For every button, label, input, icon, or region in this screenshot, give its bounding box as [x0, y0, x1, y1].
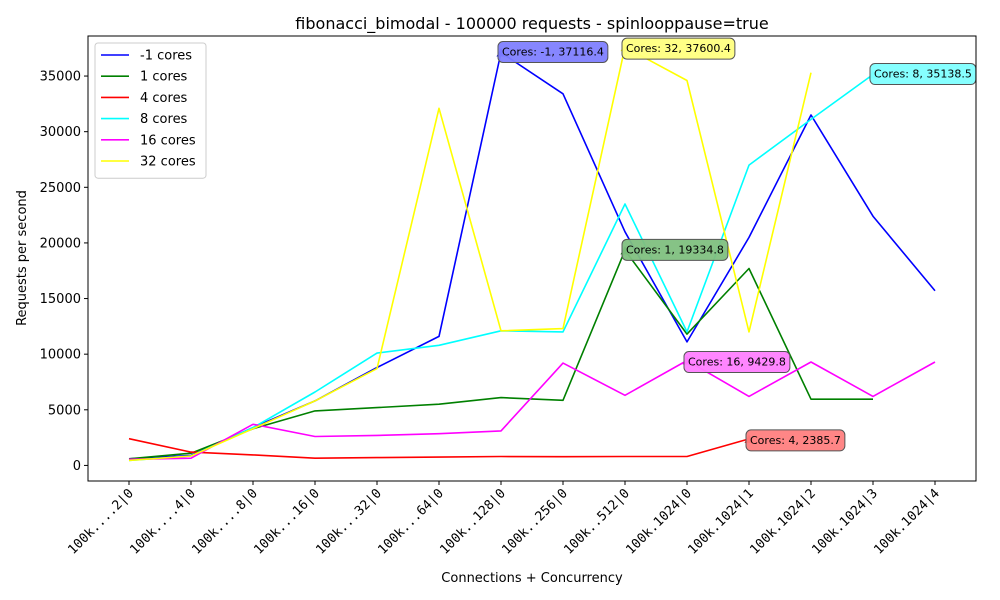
- plot-area: [88, 36, 976, 481]
- annotation-label: Cores: 16, 9429.8: [683, 351, 791, 374]
- y-tick-label: 30000: [40, 125, 81, 140]
- legend-label: 16 cores: [140, 133, 196, 148]
- legend-label: 1 cores: [140, 70, 188, 85]
- annotation-label: Cores: 32, 37600.4: [621, 37, 736, 60]
- chart-title: fibonacci_bimodal - 100000 requests - sp…: [295, 14, 768, 34]
- annotation-label: Cores: -1, 37116.4: [497, 41, 609, 64]
- legend-label: 8 cores: [140, 112, 188, 127]
- annotation-label: Cores: 8, 35138.5: [869, 63, 977, 86]
- annotation-box: [683, 351, 791, 374]
- y-axis-label: Requests per second: [15, 190, 30, 326]
- y-tick-label: 20000: [40, 236, 81, 251]
- annotation-box: [745, 429, 846, 452]
- annotation-text: Cores: 8, 35138.5: [874, 68, 972, 81]
- annotation-label: Cores: 1, 19334.8: [621, 238, 729, 261]
- annotation-label: Cores: 4, 2385.7: [745, 429, 846, 452]
- y-tick-label: 25000: [40, 181, 81, 196]
- y-tick-label: 35000: [40, 70, 81, 85]
- annotation-text: Cores: 32, 37600.4: [626, 42, 731, 55]
- series-line: [128, 359, 936, 461]
- x-axis: 100k....2|0100k....4|0100k....8|0100k...…: [65, 481, 943, 558]
- legend-label: 4 cores: [140, 91, 188, 106]
- annotation-text: Cores: 4, 2385.7: [750, 434, 841, 447]
- annotation-text: Cores: 16, 9429.8: [688, 356, 786, 369]
- y-axis: 0 5000 10000 15000 20000 25000 30000 35000: [40, 70, 88, 474]
- annotation-box: [497, 41, 609, 64]
- y-tick-label: 10000: [40, 348, 81, 363]
- x-axis-label: Connections + Concurrency: [441, 571, 623, 586]
- y-tick-label: 0: [73, 459, 81, 474]
- series-lines: [128, 46, 936, 462]
- annotation-box: [621, 238, 729, 261]
- annotation-text: Cores: -1, 37116.4: [502, 46, 604, 59]
- annotation-text: Cores: 1, 19334.8: [626, 243, 724, 256]
- series-line: [128, 46, 812, 462]
- series-line: [128, 437, 750, 459]
- annotation-box: [621, 37, 736, 60]
- legend: -1 cores 1 cores 4 cores 8 cores 16 cores 32 …: [94, 42, 207, 179]
- y-tick-label: 5000: [48, 403, 81, 418]
- y-tick-label: 15000: [40, 292, 81, 307]
- legend-label: 32 cores: [140, 155, 196, 170]
- x-tick-label: 100k.1024|4: [871, 486, 943, 558]
- series-line: [128, 51, 936, 460]
- annotations: Cores: -1, 37116.4 Cores: 32, 37600.4 Core…: [496, 37, 977, 452]
- legend-label: -1 cores: [140, 49, 192, 64]
- plot-frame: [87, 35, 977, 482]
